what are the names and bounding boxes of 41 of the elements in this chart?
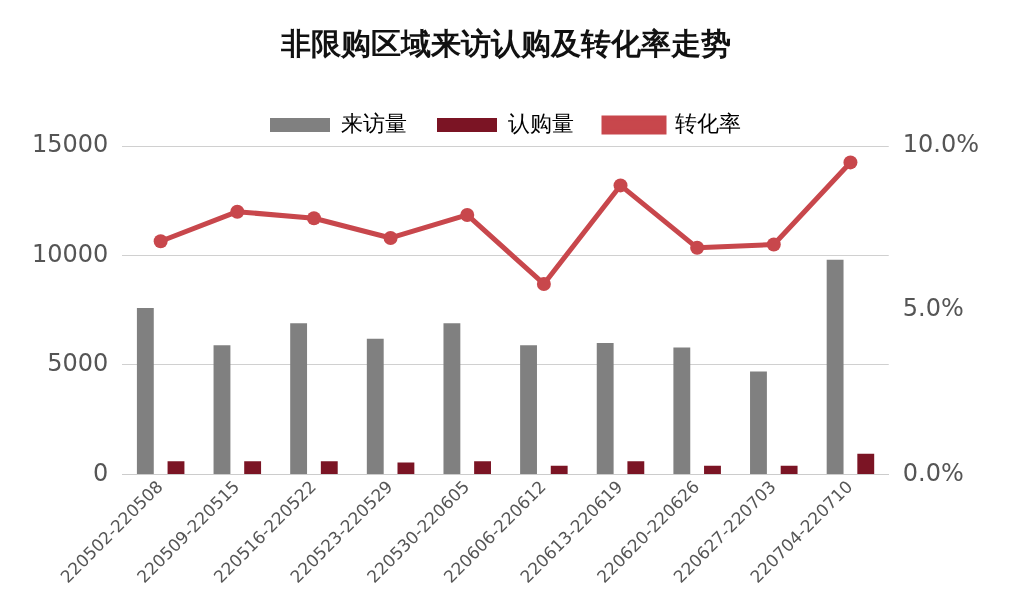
point bbox=[766, 237, 781, 252]
y2-tick-label: 10.0% bbox=[902, 130, 980, 159]
y-tick-label: 10000 bbox=[31, 239, 109, 268]
bar bbox=[750, 371, 767, 474]
y-tick-label: 0 bbox=[93, 458, 109, 487]
legend-label: 转化率 bbox=[675, 110, 741, 136]
bar bbox=[397, 462, 415, 474]
bar bbox=[136, 308, 154, 474]
bar bbox=[596, 343, 614, 474]
bar bbox=[857, 453, 875, 474]
bar bbox=[320, 461, 338, 474]
point bbox=[383, 230, 398, 245]
point bbox=[536, 276, 551, 291]
bar bbox=[520, 345, 537, 474]
bar bbox=[673, 347, 691, 474]
bar bbox=[474, 461, 491, 474]
bar bbox=[550, 465, 568, 474]
point bbox=[690, 240, 705, 255]
legend-label: 来访量 bbox=[341, 110, 407, 136]
point bbox=[460, 207, 475, 222]
bar bbox=[627, 461, 645, 474]
y2-tick-label: 0.0% bbox=[902, 458, 964, 487]
bar bbox=[780, 465, 798, 474]
point bbox=[843, 155, 858, 170]
point bbox=[613, 178, 628, 193]
bar bbox=[290, 323, 308, 474]
bar bbox=[443, 323, 461, 474]
point bbox=[230, 204, 245, 219]
legend-label: 认购量 bbox=[508, 110, 574, 136]
bar bbox=[826, 259, 844, 474]
bar bbox=[366, 338, 384, 474]
y2-tick-label: 5.0% bbox=[902, 294, 964, 323]
bar bbox=[244, 461, 262, 474]
bar bbox=[167, 461, 185, 474]
chart-title: 非限购区域来访认购及转化率走势 bbox=[279, 25, 731, 61]
bar bbox=[213, 345, 231, 474]
y-tick-label: 15000 bbox=[31, 130, 109, 159]
y-tick-label: 5000 bbox=[47, 349, 109, 378]
point bbox=[153, 234, 168, 249]
bar bbox=[704, 465, 721, 474]
point bbox=[306, 211, 321, 226]
